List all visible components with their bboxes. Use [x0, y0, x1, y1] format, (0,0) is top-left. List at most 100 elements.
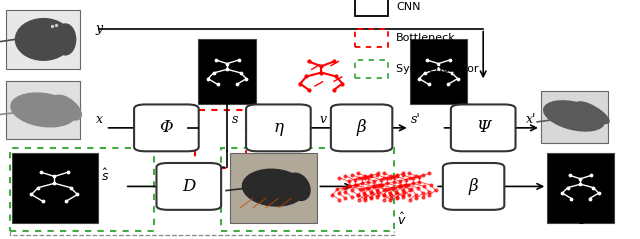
Point	[351, 183, 362, 187]
Point	[392, 191, 402, 195]
Point	[564, 174, 575, 177]
Point	[49, 181, 60, 185]
FancyBboxPatch shape	[246, 104, 311, 151]
Point	[303, 60, 314, 63]
Point	[385, 191, 396, 195]
Bar	[221, 148, 394, 231]
Point	[566, 197, 577, 201]
Point	[387, 186, 397, 190]
Point	[372, 193, 383, 197]
Bar	[198, 39, 256, 104]
Point	[394, 185, 404, 188]
Point	[414, 180, 424, 184]
Point	[398, 190, 409, 194]
Point	[586, 174, 596, 177]
Point	[379, 198, 389, 201]
Point	[414, 175, 424, 179]
Text: $\hat{s}$: $\hat{s}$	[579, 212, 586, 228]
Point	[47, 24, 58, 28]
Point	[35, 170, 45, 174]
Point	[366, 196, 376, 200]
Ellipse shape	[10, 92, 77, 128]
Point	[363, 175, 373, 179]
Point	[400, 183, 410, 187]
Point	[353, 176, 364, 180]
Point	[334, 176, 344, 180]
Bar	[355, 0, 388, 16]
Point	[358, 187, 368, 191]
Point	[368, 185, 378, 188]
Point	[369, 179, 380, 183]
Point	[332, 187, 342, 191]
Point	[366, 174, 376, 178]
Point	[382, 181, 392, 185]
FancyBboxPatch shape	[443, 163, 504, 210]
Point	[222, 67, 232, 71]
Point	[353, 198, 364, 201]
Point	[413, 186, 423, 190]
Point	[362, 186, 372, 190]
Text: Ψ: Ψ	[476, 119, 490, 136]
Text: Synthetic prior: Synthetic prior	[396, 64, 479, 74]
Text: y: y	[95, 22, 103, 35]
Point	[327, 193, 338, 197]
Point	[401, 183, 412, 187]
Point	[33, 186, 44, 190]
Point	[401, 178, 412, 182]
Point	[65, 186, 76, 190]
Point	[404, 198, 415, 201]
Point	[301, 75, 312, 78]
Point	[236, 71, 246, 75]
Point	[392, 196, 402, 200]
Point	[234, 58, 244, 62]
Bar	[410, 39, 467, 104]
Point	[369, 184, 380, 188]
Point	[594, 191, 604, 195]
Point	[403, 183, 413, 187]
Point	[392, 173, 402, 177]
Point	[424, 193, 434, 197]
Text: Bottleneck: Bottleneck	[396, 33, 456, 43]
Point	[316, 64, 326, 68]
Point	[334, 198, 344, 201]
Point	[372, 172, 383, 175]
Point	[353, 172, 364, 175]
Point	[366, 195, 376, 199]
Point	[412, 193, 422, 197]
Point	[303, 88, 314, 92]
Point	[382, 177, 392, 180]
Ellipse shape	[576, 101, 610, 124]
Point	[344, 184, 354, 188]
Point	[340, 174, 351, 178]
Point	[420, 71, 430, 75]
Bar	[6, 10, 80, 69]
Bar	[12, 153, 98, 223]
Bar	[547, 153, 614, 223]
Point	[392, 195, 402, 199]
Point	[334, 191, 344, 195]
Point	[392, 190, 402, 194]
Point	[209, 71, 219, 75]
Point	[350, 183, 360, 187]
Text: $\hat{s}$: $\hat{s}$	[102, 168, 109, 184]
Point	[395, 179, 405, 183]
Point	[430, 189, 440, 192]
Point	[381, 187, 391, 191]
FancyBboxPatch shape	[134, 104, 198, 151]
Point	[360, 193, 370, 197]
Point	[388, 180, 399, 184]
Point	[347, 195, 357, 199]
Point	[376, 178, 386, 182]
Ellipse shape	[285, 173, 310, 201]
Point	[424, 82, 434, 86]
Text: $\hat{v}$: $\hat{v}$	[397, 212, 406, 228]
Point	[584, 197, 595, 201]
Point	[331, 75, 341, 78]
Point	[329, 60, 339, 63]
Point	[383, 187, 394, 191]
Point	[398, 193, 408, 197]
Point	[360, 174, 370, 178]
FancyBboxPatch shape	[451, 104, 516, 151]
Point	[26, 193, 36, 196]
Point	[379, 176, 389, 180]
